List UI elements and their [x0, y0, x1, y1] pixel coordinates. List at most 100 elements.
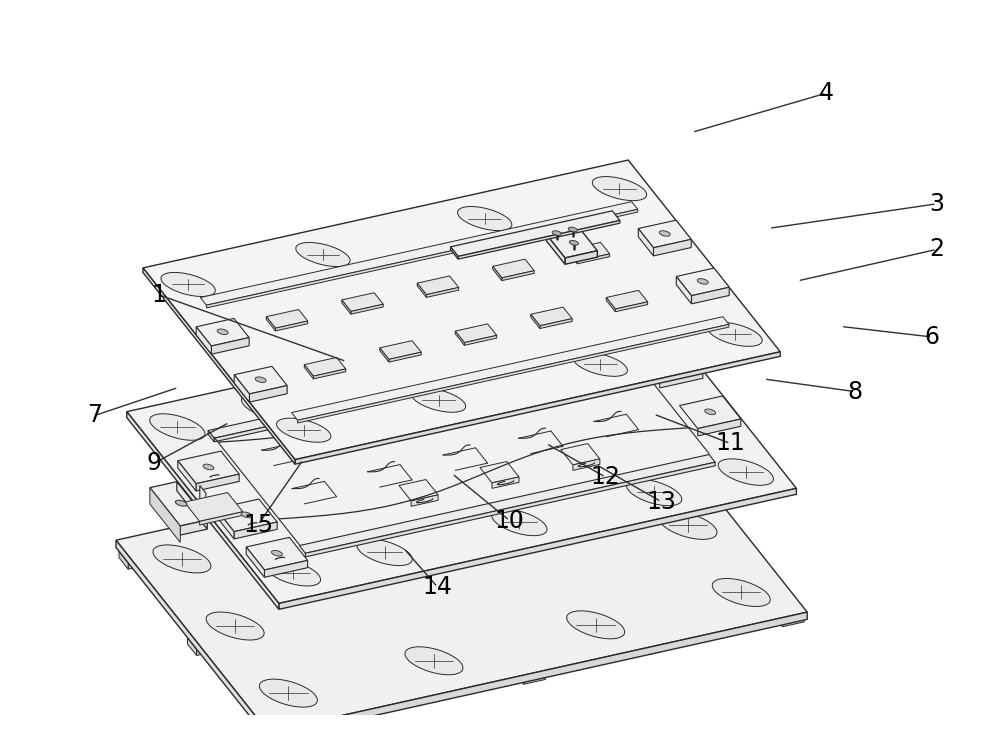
Polygon shape	[646, 443, 667, 454]
Polygon shape	[305, 462, 715, 557]
Polygon shape	[206, 210, 638, 308]
Polygon shape	[234, 522, 277, 539]
Polygon shape	[342, 293, 383, 312]
Ellipse shape	[708, 322, 762, 346]
Polygon shape	[638, 220, 691, 247]
Polygon shape	[299, 455, 715, 553]
Polygon shape	[143, 160, 780, 460]
Polygon shape	[234, 366, 287, 394]
Polygon shape	[378, 489, 409, 505]
Text: 9: 9	[147, 451, 162, 475]
Polygon shape	[197, 645, 218, 656]
Polygon shape	[531, 315, 540, 328]
Ellipse shape	[265, 559, 321, 586]
Polygon shape	[698, 419, 741, 436]
Polygon shape	[187, 637, 197, 656]
Ellipse shape	[568, 227, 577, 232]
Polygon shape	[313, 369, 346, 379]
Polygon shape	[119, 551, 128, 569]
Polygon shape	[783, 615, 804, 627]
Ellipse shape	[277, 418, 331, 442]
Ellipse shape	[569, 240, 578, 245]
Ellipse shape	[606, 445, 664, 472]
Text: 3: 3	[929, 192, 944, 216]
Polygon shape	[200, 201, 638, 305]
Ellipse shape	[627, 479, 682, 506]
Ellipse shape	[712, 578, 770, 607]
Polygon shape	[515, 666, 524, 684]
Ellipse shape	[667, 361, 678, 366]
Polygon shape	[524, 673, 545, 684]
Text: 2: 2	[929, 237, 944, 261]
Polygon shape	[637, 431, 667, 447]
Ellipse shape	[259, 679, 317, 707]
Ellipse shape	[573, 353, 627, 376]
Polygon shape	[455, 324, 497, 342]
Polygon shape	[292, 317, 729, 420]
Polygon shape	[637, 437, 646, 454]
Polygon shape	[304, 365, 313, 379]
Polygon shape	[249, 385, 287, 402]
Polygon shape	[266, 317, 275, 331]
Polygon shape	[455, 331, 464, 345]
Ellipse shape	[458, 207, 512, 231]
Polygon shape	[298, 324, 729, 423]
Polygon shape	[246, 537, 308, 570]
Text: 15: 15	[243, 512, 273, 537]
Polygon shape	[119, 547, 150, 563]
Ellipse shape	[206, 612, 264, 640]
Polygon shape	[150, 482, 207, 526]
Text: 10: 10	[495, 509, 525, 533]
Polygon shape	[531, 307, 572, 326]
Polygon shape	[246, 547, 264, 577]
Ellipse shape	[203, 464, 214, 470]
Polygon shape	[342, 300, 351, 314]
Polygon shape	[208, 431, 214, 442]
Polygon shape	[573, 459, 600, 470]
Polygon shape	[568, 250, 577, 264]
Polygon shape	[214, 347, 624, 442]
Ellipse shape	[376, 364, 431, 390]
Ellipse shape	[161, 272, 215, 296]
Ellipse shape	[175, 500, 187, 506]
Polygon shape	[676, 268, 729, 296]
Polygon shape	[178, 451, 239, 484]
Ellipse shape	[272, 550, 282, 556]
Polygon shape	[177, 482, 207, 529]
Text: 4: 4	[819, 81, 834, 105]
Polygon shape	[264, 561, 308, 577]
Ellipse shape	[659, 231, 670, 237]
Polygon shape	[196, 327, 211, 354]
Polygon shape	[256, 719, 287, 730]
Polygon shape	[502, 271, 534, 280]
Polygon shape	[295, 352, 780, 464]
Polygon shape	[606, 291, 648, 309]
Polygon shape	[211, 337, 249, 354]
Polygon shape	[638, 228, 653, 256]
Polygon shape	[426, 288, 459, 297]
Ellipse shape	[697, 279, 708, 284]
Polygon shape	[565, 250, 597, 264]
Ellipse shape	[718, 459, 773, 485]
Text: 12: 12	[591, 465, 621, 489]
Polygon shape	[561, 444, 600, 465]
Ellipse shape	[552, 231, 561, 236]
Ellipse shape	[705, 409, 716, 415]
Polygon shape	[417, 276, 459, 295]
Polygon shape	[653, 239, 691, 256]
Polygon shape	[464, 335, 497, 345]
Polygon shape	[387, 501, 409, 512]
Ellipse shape	[153, 545, 211, 573]
Polygon shape	[351, 304, 383, 314]
Ellipse shape	[592, 177, 647, 201]
Polygon shape	[451, 247, 458, 259]
Polygon shape	[493, 266, 502, 280]
Text: 14: 14	[423, 575, 453, 599]
Polygon shape	[568, 242, 610, 261]
Ellipse shape	[241, 512, 252, 518]
Polygon shape	[234, 374, 249, 402]
Polygon shape	[547, 235, 565, 264]
Polygon shape	[216, 499, 277, 531]
Polygon shape	[417, 283, 426, 297]
Polygon shape	[547, 228, 597, 258]
